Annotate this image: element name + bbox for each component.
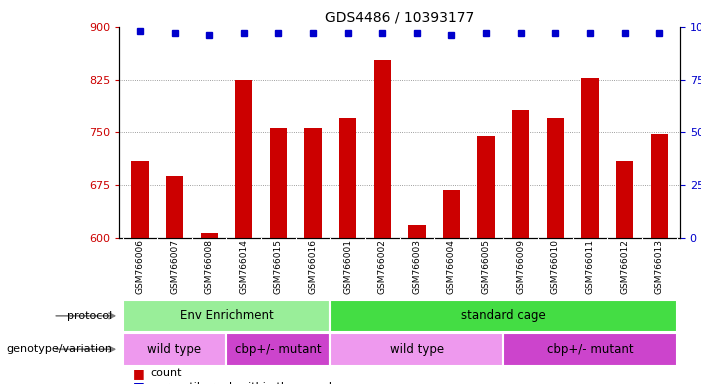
- Bar: [330, 333, 503, 366]
- Bar: [581, 78, 599, 238]
- Text: cbp+/- mutant: cbp+/- mutant: [547, 343, 633, 356]
- Text: Env Enrichment: Env Enrichment: [179, 310, 273, 322]
- Bar: [503, 333, 676, 366]
- Text: count: count: [151, 368, 182, 378]
- Bar: [200, 233, 218, 238]
- Bar: [408, 225, 426, 238]
- Bar: [166, 176, 183, 238]
- Text: percentile rank within the sample: percentile rank within the sample: [151, 382, 339, 384]
- Bar: [270, 127, 287, 238]
- Bar: [477, 136, 495, 238]
- Bar: [512, 110, 529, 238]
- Bar: [131, 161, 149, 238]
- Text: cbp+/- mutant: cbp+/- mutant: [235, 343, 322, 356]
- Bar: [547, 118, 564, 238]
- Text: wild type: wild type: [147, 343, 202, 356]
- Text: protocol: protocol: [67, 311, 112, 321]
- Bar: [123, 333, 226, 366]
- Bar: [651, 134, 668, 238]
- Text: ■: ■: [133, 367, 145, 380]
- Bar: [304, 128, 322, 238]
- Bar: [443, 190, 460, 238]
- Title: GDS4486 / 10393177: GDS4486 / 10393177: [325, 10, 474, 24]
- Bar: [235, 80, 252, 238]
- Bar: [123, 300, 330, 332]
- Bar: [374, 60, 391, 238]
- Text: standard cage: standard cage: [461, 310, 546, 322]
- Bar: [226, 333, 330, 366]
- Text: wild type: wild type: [390, 343, 444, 356]
- Text: ■: ■: [133, 380, 145, 384]
- Text: genotype/variation: genotype/variation: [6, 344, 112, 354]
- Bar: [330, 300, 676, 332]
- Bar: [616, 161, 633, 238]
- Bar: [339, 118, 356, 238]
